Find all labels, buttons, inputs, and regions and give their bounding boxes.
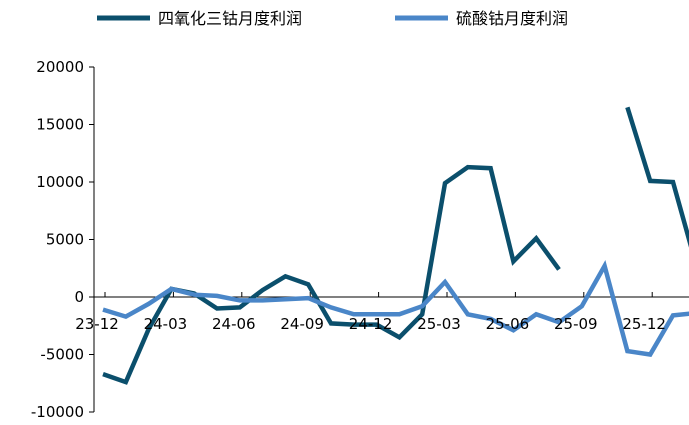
series-line-cobalt-oxide xyxy=(102,164,561,385)
x-tick-label: 24-09 xyxy=(280,315,324,333)
axes xyxy=(89,66,689,413)
y-tick-label: -10000 xyxy=(31,403,84,421)
x-tick-label: 24-03 xyxy=(144,315,188,333)
x-tick-label: 23-12 xyxy=(75,315,119,333)
x-tick-label: 25-12 xyxy=(622,315,666,333)
y-tick-label: -5000 xyxy=(40,346,84,364)
legend: 四氧化三钴月度利润 硫酸钴月度利润 xyxy=(97,9,568,28)
x-tick-label: 25-06 xyxy=(486,315,530,333)
y-tick-label: 0 xyxy=(74,288,84,306)
y-tick-label: 20000 xyxy=(36,58,84,76)
x-tick-label: 24-12 xyxy=(349,315,393,333)
y-tick-label: 10000 xyxy=(36,173,84,191)
x-tick-label: 24-06 xyxy=(212,315,256,333)
x-tick-label: 25-09 xyxy=(554,315,598,333)
series-line-cobalt-sulfate xyxy=(102,260,689,357)
y-tick-label: 15000 xyxy=(36,116,84,134)
series-lines xyxy=(102,106,689,385)
tick-labels: -10000 -5000 0 5000 10000 15000 20000 23-12 24-0… xyxy=(31,58,666,421)
y-tick-label: 5000 xyxy=(46,231,84,249)
series-line-cobalt-oxide xyxy=(625,106,689,248)
x-tick-label: 25-03 xyxy=(417,315,461,333)
legend-label-cobalt-oxide: 四氧化三钴月度利润 xyxy=(158,9,302,28)
legend-label-cobalt-sulfate: 硫酸钴月度利润 xyxy=(456,9,568,28)
